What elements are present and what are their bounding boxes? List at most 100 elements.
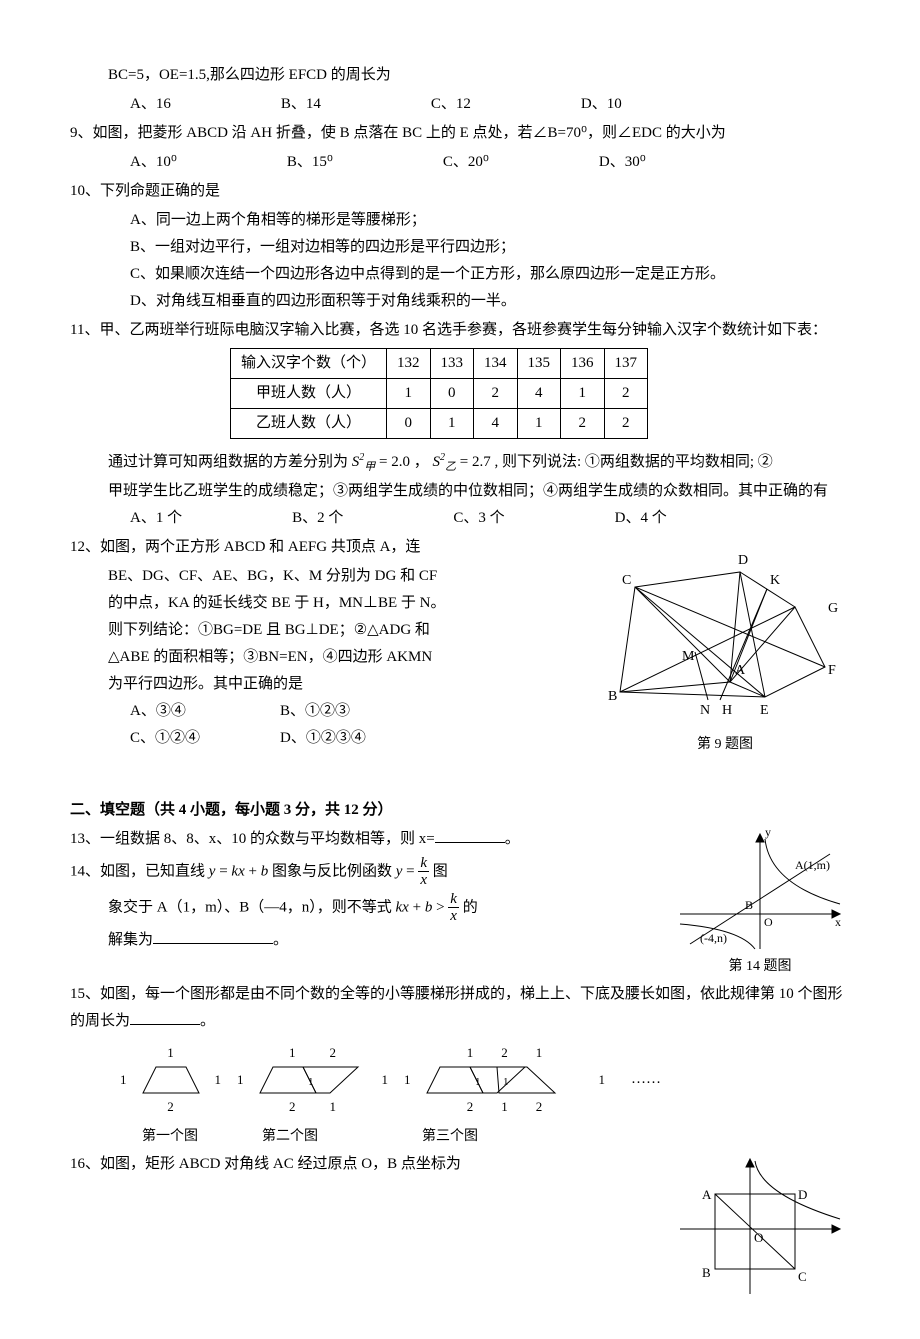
q12-l2: BE、DG、CF、AE、BG，K、M 分别为 DG 和 CF xyxy=(70,563,600,590)
cap2: 第二个图 xyxy=(220,1124,360,1149)
blank xyxy=(153,928,273,944)
text: = 2.0 ， xyxy=(375,454,428,470)
side-label: 1 xyxy=(404,1068,411,1091)
q11-opt-a: A、1 个 xyxy=(130,505,182,532)
label-a: A xyxy=(702,1187,712,1202)
q16-text: 16、如图，矩形 ABCD 对角线 AC 经过原点 O，B 点坐标为 xyxy=(70,1149,670,1180)
q10-opt-b: B、一组对边平行，一组对边相等的四边形是平行四边形； xyxy=(70,234,850,261)
trapezoid-icon xyxy=(141,1065,201,1095)
q14-figure: y x O A(1,m) (-4,n) B 第 14 题图 xyxy=(670,824,850,979)
label-c: C xyxy=(622,573,631,588)
text: + xyxy=(409,899,425,915)
q10-opt-d: D、对角线互相垂直的四边形面积等于对角线乘积的一半。 xyxy=(70,288,850,315)
trap-2: 12 1 21 xyxy=(258,1041,368,1118)
q8-tail-line: BC=5，OE=1.5,那么四边形 EFCD 的周长为 xyxy=(70,62,850,89)
text: 的 xyxy=(463,899,478,915)
table-cell: 1 xyxy=(561,379,605,409)
q12-diagram: D K G C M A F B N H E xyxy=(600,532,850,732)
label-m: M xyxy=(682,649,695,664)
text: = 2.7 , xyxy=(456,454,498,470)
table-row: 甲班人数（人） 1 0 2 4 1 2 xyxy=(231,379,648,409)
table-cell: 2 xyxy=(561,409,605,439)
svg-text:1: 1 xyxy=(503,1076,509,1088)
text: > xyxy=(436,899,448,915)
q12-caption: 第 9 题图 xyxy=(600,732,850,757)
q14-line2: 象交于 A（1，m）、B（―4，n），则不等式 kx + b > kx 的 xyxy=(70,891,670,925)
q11-table: 输入汉字个数（个） 132 133 134 135 136 137 甲班人数（人… xyxy=(230,348,648,439)
q12-figure: D K G C M A F B N H E 第 9 题图 xyxy=(600,532,850,757)
side-label: 1 xyxy=(215,1068,222,1091)
table-header: 134 xyxy=(474,349,518,379)
q11-opt-b: B、2 个 xyxy=(292,505,343,532)
blank xyxy=(435,827,505,843)
label-h: H xyxy=(722,703,732,718)
q16-row: 16、如图，矩形 ABCD 对角线 AC 经过原点 O，B 点坐标为 A D O… xyxy=(70,1149,850,1299)
label-y: y xyxy=(765,825,771,839)
q16-stem: 16、如图，矩形 ABCD 对角线 AC 经过原点 O，B 点坐标为 xyxy=(70,1151,670,1178)
table-header: 132 xyxy=(387,349,431,379)
q12-l3: 的中点，KA 的延长线交 BE 于 H，MN⊥BE 于 N。 xyxy=(70,590,600,617)
math: kx xyxy=(396,899,409,915)
side-label: 1 xyxy=(382,1068,389,1091)
label-e: E xyxy=(760,703,769,718)
q11-opt-c: C、3 个 xyxy=(453,505,504,532)
q10-stem: 10、下列命题正确的是 xyxy=(70,178,850,205)
q12-l4: 则下列结论：①BG=DE 且 BG⊥DE；②△ADG 和 xyxy=(70,617,600,644)
q14-caption: 第 14 题图 xyxy=(670,954,850,979)
table-cell: 4 xyxy=(517,379,561,409)
table-header: 133 xyxy=(430,349,474,379)
q12-opt-a: A、③④ xyxy=(130,698,280,725)
side-label: 1 xyxy=(599,1068,606,1091)
label-k: K xyxy=(770,573,780,588)
q13: 13、一组数据 8、8、x、10 的众数与平均数相等，则 x=。 xyxy=(70,826,670,853)
q16-figure: A D O B C xyxy=(670,1149,850,1299)
q12-opt-d: D、①②③④ xyxy=(280,725,430,752)
table-cell: 2 xyxy=(604,379,648,409)
q13-14-row: 13、一组数据 8、8、x、10 的众数与平均数相等，则 x=。 14、如图，已… xyxy=(70,824,850,979)
text: 。 xyxy=(273,932,288,948)
q8-options: A、16 B、14 C、12 D、10 xyxy=(70,91,850,118)
side-label: 1 xyxy=(237,1068,244,1091)
label-f: F xyxy=(828,663,836,678)
q9-opt-a: A、10⁰ xyxy=(130,149,177,176)
q11-opt-d: D、4 个 xyxy=(615,505,667,532)
text: 。 xyxy=(200,1013,215,1029)
text: 通过计算可知两组数据的方差分别为 xyxy=(108,454,348,470)
q10-opt-a: A、同一边上两个角相等的梯形是等腰梯形； xyxy=(70,207,850,234)
cap3: 第三个图 xyxy=(360,1124,540,1149)
trap-3: 121 1 1 212 xyxy=(425,1041,585,1118)
q12-row: 12、如图，两个正方形 ABCD 和 AEFG 共顶点 A，连 BE、DG、CF… xyxy=(70,532,850,757)
variance-jia: S2甲 xyxy=(352,454,376,470)
q9-stem: 9、如图，把菱形 ABCD 沿 AH 折叠，使 B 点落在 BC 上的 E 点处… xyxy=(70,120,850,147)
text: 象交于 A（1，m）、B（―4，n），则不等式 xyxy=(108,899,396,915)
q12-l5: △ABE 的面积相等；③BN=EN，④四边形 AKMN xyxy=(70,644,600,671)
text: + xyxy=(245,863,261,879)
text: 图象与反比例函数 xyxy=(272,863,396,879)
q16-graph: A D O B C xyxy=(670,1149,850,1299)
q12-l1: 12、如图，两个正方形 ABCD 和 AEFG 共顶点 A，连 xyxy=(70,534,600,561)
q14-graph: y x O A(1,m) (-4,n) B xyxy=(670,824,850,954)
table-cell: 0 xyxy=(387,409,431,439)
table-header: 136 xyxy=(561,349,605,379)
q12-l6: 为平行四边形。其中正确的是 xyxy=(70,671,600,698)
label-d: D xyxy=(738,553,748,568)
trapezoid-icon: 1 xyxy=(258,1065,368,1095)
label-b: B xyxy=(702,1265,711,1280)
table-cell: 2 xyxy=(474,379,518,409)
q9-options: A、10⁰ B、15⁰ C、20⁰ D、30⁰ xyxy=(70,149,850,176)
table-cell: 1 xyxy=(387,379,431,409)
label-c: C xyxy=(798,1269,807,1284)
q9-opt-b: B、15⁰ xyxy=(287,149,333,176)
table-row: 乙班人数（人） 0 1 4 1 2 2 xyxy=(231,409,648,439)
dots: …… xyxy=(631,1066,661,1093)
q12-options: A、③④ B、①②③ C、①②④ D、①②③④ xyxy=(70,698,600,752)
label-a: A xyxy=(735,663,746,678)
trap-1: 1 2 xyxy=(141,1041,201,1118)
q11-analysis-1: 通过计算可知两组数据的方差分别为 S2甲 = 2.0 ， S2乙 = 2.7 ,… xyxy=(70,449,850,478)
q14-line1: 14、如图，已知直线 y = kx + b 图象与反比例函数 y = kx 图 xyxy=(70,855,670,889)
q9-opt-c: C、20⁰ xyxy=(443,149,489,176)
text: 图 xyxy=(433,863,448,879)
q13-stem: 13、一组数据 8、8、x、10 的众数与平均数相等，则 x= xyxy=(70,831,435,847)
fraction: kx xyxy=(418,855,429,889)
table-cell: 乙班人数（人） xyxy=(231,409,387,439)
